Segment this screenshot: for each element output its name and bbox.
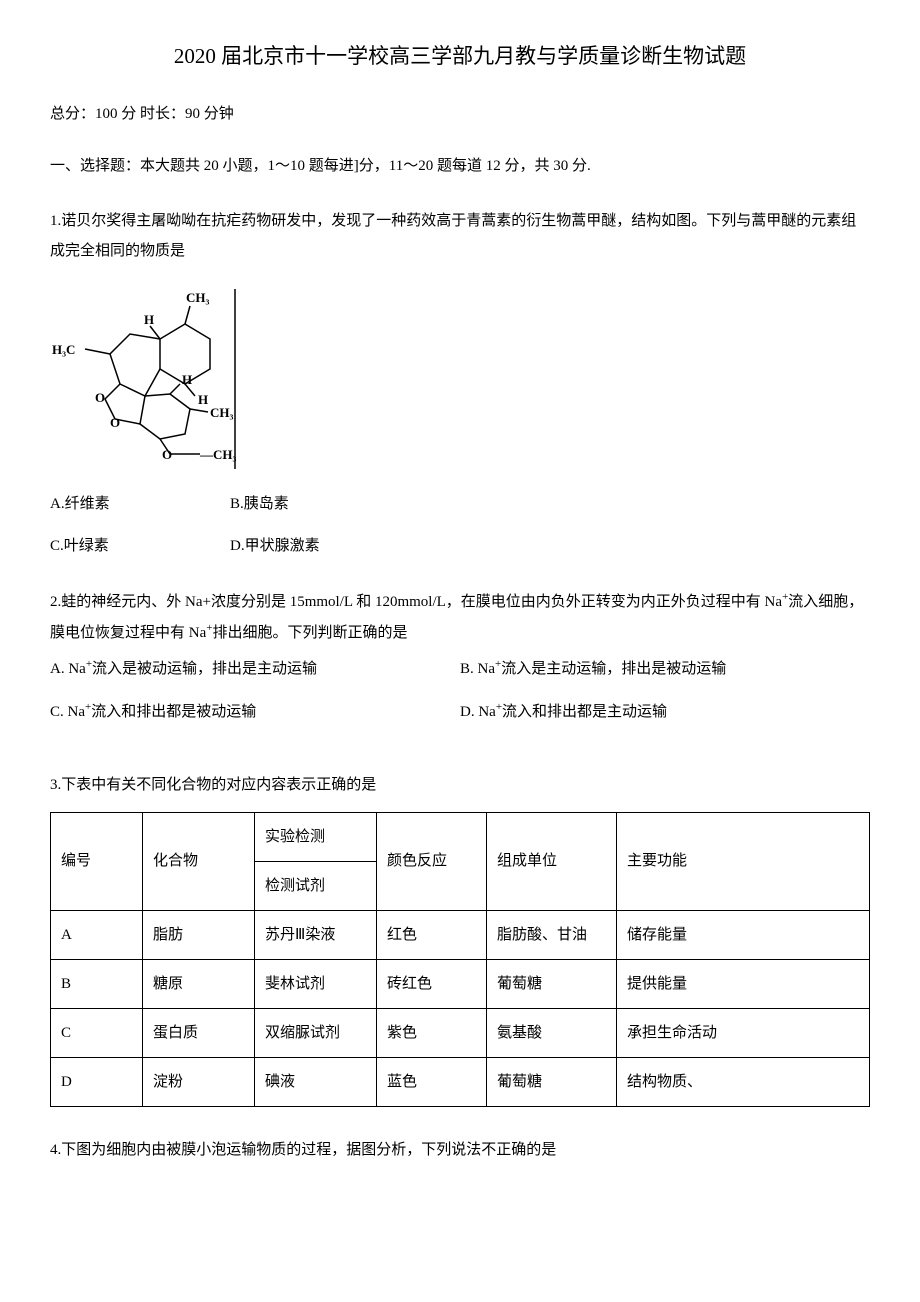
compound-table: 编号 化合物 实验检测 颜色反应 组成单位 主要功能 检测试剂 A 脂肪 苏丹Ⅲ… xyxy=(50,812,870,1107)
option-b: B.胰岛素 xyxy=(230,492,289,516)
cell: 斐林试剂 xyxy=(255,959,377,1008)
cell: 红色 xyxy=(377,910,487,959)
header-c6: 主要功能 xyxy=(617,812,870,910)
cell: 承担生命活动 xyxy=(617,1008,870,1057)
page-title: 2020 届北京市十一学校高三学部九月教与学质量诊断生物试题 xyxy=(50,40,870,74)
cell: 脂肪酸、甘油 xyxy=(487,910,617,959)
cell: 紫色 xyxy=(377,1008,487,1057)
table-row: A 脂肪 苏丹Ⅲ染液 红色 脂肪酸、甘油 储存能量 xyxy=(51,910,870,959)
cell: D xyxy=(51,1057,143,1106)
opt-a-pre: A. Na xyxy=(50,661,86,677)
header-c5: 组成单位 xyxy=(487,812,617,910)
table-row: B 糖原 斐林试剂 砖红色 葡萄糖 提供能量 xyxy=(51,959,870,1008)
mol-label-ch3: CH₃ xyxy=(210,405,234,420)
molecule-figure: CH₃ H₃C H H H O O O CH₃ —CH₃ xyxy=(50,284,870,474)
mol-label-h3c: H₃C xyxy=(52,342,75,357)
header-c2: 化合物 xyxy=(143,812,255,910)
option-c: C.叶绿素 xyxy=(50,534,230,558)
option-d: D. Na+流入和排出都是主动运输 xyxy=(460,699,870,724)
cell: 碘液 xyxy=(255,1057,377,1106)
option-b: B. Na+流入是主动运输，排出是被动运输 xyxy=(460,656,870,681)
option-a: A.纤维素 xyxy=(50,492,230,516)
cell: 淀粉 xyxy=(143,1057,255,1106)
mol-label-h2: H xyxy=(198,392,208,407)
opt-c-pre: C. Na xyxy=(50,704,85,720)
table-row: C 蛋白质 双缩脲试剂 紫色 氨基酸 承担生命活动 xyxy=(51,1008,870,1057)
question-2: 2.蛙的神经元内、外 Na+浓度分别是 15mmol/L 和 120mmol/L… xyxy=(50,586,870,742)
section-intro: 一、选择题：本大题共 20 小题，1～10 题每进]分，11～20 题每道 12… xyxy=(50,154,870,178)
cell: 葡萄糖 xyxy=(487,1057,617,1106)
cell: B xyxy=(51,959,143,1008)
question-text: 1.诺贝尔奖得主屠呦呦在抗疟药物研发中，发现了一种药效高于青蒿素的衍生物蒿甲醚，… xyxy=(50,206,870,266)
mol-label-o1: O xyxy=(95,390,105,405)
header-c3a: 实验检测 xyxy=(255,812,377,861)
mol-label-o3: O xyxy=(162,447,172,462)
cell: 提供能量 xyxy=(617,959,870,1008)
question-4: 4.下图为细胞内由被膜小泡运输物质的过程，据图分析，下列说法不正确的是 xyxy=(50,1135,870,1165)
cell: 蛋白质 xyxy=(143,1008,255,1057)
cell: 砖红色 xyxy=(377,959,487,1008)
mol-label-o2: O xyxy=(110,415,120,430)
q2-text-pre: 2.蛙的神经元内、外 Na+浓度分别是 15mmol/L 和 120mmol/L… xyxy=(50,594,782,610)
opt-a-post: 流入是被动运输，排出是主动运输 xyxy=(92,661,317,677)
meta-info: 总分：100 分 时长：90 分钟 xyxy=(50,102,870,126)
question-3: 3.下表中有关不同化合物的对应内容表示正确的是 编号 化合物 实验检测 颜色反应… xyxy=(50,770,870,1107)
opt-d-pre: D. Na xyxy=(460,704,496,720)
question-text: 3.下表中有关不同化合物的对应内容表示正确的是 xyxy=(50,770,870,800)
cell: 糖原 xyxy=(143,959,255,1008)
question-text: 4.下图为细胞内由被膜小泡运输物质的过程，据图分析，下列说法不正确的是 xyxy=(50,1135,870,1165)
mol-label-h1: H xyxy=(144,312,154,327)
mol-label-och3: —CH₃ xyxy=(199,447,237,462)
cell: 脂肪 xyxy=(143,910,255,959)
cell: 蓝色 xyxy=(377,1057,487,1106)
header-c3b: 检测试剂 xyxy=(255,861,377,910)
header-c4: 颜色反应 xyxy=(377,812,487,910)
opt-b-pre: B. Na xyxy=(460,661,495,677)
cell: 结构物质、 xyxy=(617,1057,870,1106)
table-row: 编号 化合物 实验检测 颜色反应 组成单位 主要功能 xyxy=(51,812,870,861)
cell: 苏丹Ⅲ染液 xyxy=(255,910,377,959)
cell: 葡萄糖 xyxy=(487,959,617,1008)
cell: 储存能量 xyxy=(617,910,870,959)
option-d: D.甲状腺激素 xyxy=(230,534,320,558)
opt-c-post: 流入和排出都是被动运输 xyxy=(91,704,256,720)
cell: 双缩脲试剂 xyxy=(255,1008,377,1057)
option-a: A. Na+流入是被动运输，排出是主动运输 xyxy=(50,656,460,681)
opt-d-post: 流入和排出都是主动运输 xyxy=(502,704,667,720)
cell: C xyxy=(51,1008,143,1057)
table-row: D 淀粉 碘液 蓝色 葡萄糖 结构物质、 xyxy=(51,1057,870,1106)
q2-text-post: 排出细胞。下列判断正确的是 xyxy=(212,625,407,641)
cell: 氨基酸 xyxy=(487,1008,617,1057)
header-c1: 编号 xyxy=(51,812,143,910)
mol-label-h3: H xyxy=(182,372,192,387)
option-c: C. Na+流入和排出都是被动运输 xyxy=(50,699,460,724)
question-text: 2.蛙的神经元内、外 Na+浓度分别是 15mmol/L 和 120mmol/L… xyxy=(50,586,870,648)
mol-label-ch3-top: CH₃ xyxy=(186,290,210,305)
cell: A xyxy=(51,910,143,959)
question-1: 1.诺贝尔奖得主屠呦呦在抗疟药物研发中，发现了一种药效高于青蒿素的衍生物蒿甲醚，… xyxy=(50,206,870,558)
opt-b-post: 流入是主动运输，排出是被动运输 xyxy=(501,661,726,677)
